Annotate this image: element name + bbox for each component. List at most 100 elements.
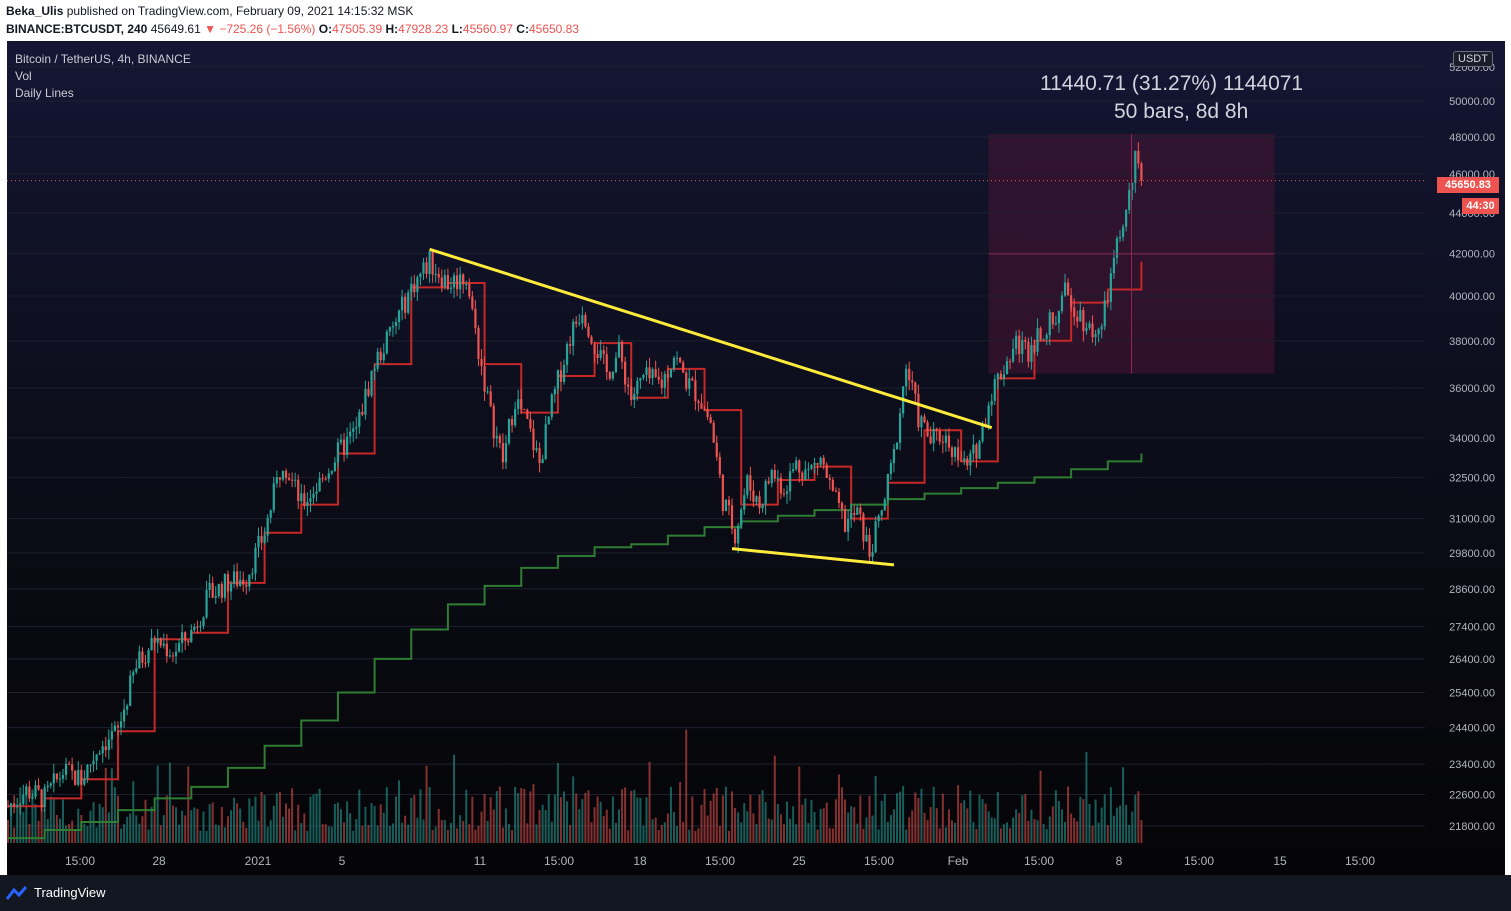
volume-bar (220, 807, 223, 843)
candle-body (578, 323, 581, 325)
volume-bar (16, 805, 19, 843)
candle-body (1018, 335, 1021, 355)
volume-bar (13, 827, 16, 843)
time-tick-label: 15:00 (864, 854, 894, 868)
candle-body (996, 373, 999, 380)
candle-body (480, 358, 483, 367)
volume-bar (1064, 821, 1067, 843)
legend-vol[interactable]: Vol (15, 69, 32, 83)
candle-body (920, 416, 923, 428)
candle-body (495, 436, 498, 439)
volume-bar (697, 828, 700, 843)
candle-body (672, 357, 676, 370)
volume-bar (786, 801, 789, 843)
volume-bar (202, 811, 205, 843)
candle-body (61, 775, 65, 779)
candle-body (773, 470, 776, 479)
volume-bar (672, 812, 675, 843)
candle-body (266, 517, 269, 536)
volume-bar (40, 800, 43, 843)
candle-body (367, 389, 370, 396)
candle-body (651, 369, 654, 379)
legend-daily-lines[interactable]: Daily Lines (15, 86, 74, 100)
volume-bar (61, 799, 64, 843)
volume-bar (633, 789, 636, 843)
volume-bar (511, 830, 514, 843)
volume-bar (300, 823, 303, 843)
currency-badge[interactable]: USDT (1453, 51, 1493, 67)
volume-bar (822, 808, 825, 843)
candle-body (520, 399, 523, 410)
candle-body (935, 428, 938, 431)
price-chart[interactable]: 52000.0050000.0048000.0046000.0044000.00… (7, 41, 1505, 875)
chart-area[interactable]: 52000.0050000.0048000.0046000.0044000.00… (7, 41, 1505, 875)
support-trendline[interactable] (731, 547, 895, 567)
volume-bar (113, 787, 116, 843)
volume-bar (150, 806, 153, 843)
candle-body (666, 374, 669, 378)
volume-bar (187, 766, 190, 843)
volume-bar (407, 824, 410, 843)
volume-bar (761, 790, 764, 843)
candle-body (284, 470, 288, 478)
candle-body (853, 513, 856, 515)
candle-body (532, 428, 535, 451)
volume-bar (957, 785, 960, 843)
candle-body (116, 725, 120, 728)
volume-bar (547, 794, 550, 843)
candle-body (205, 590, 208, 618)
candle-body (455, 275, 459, 290)
volume-bar (636, 797, 639, 843)
price-tick-label: 25400.00 (1449, 688, 1495, 700)
candle-body (957, 447, 960, 461)
volume-bar (608, 828, 611, 843)
volume-bar (1097, 822, 1100, 843)
close-value: 45650.83 (528, 22, 580, 36)
price-tick-label: 40000.00 (1449, 291, 1495, 303)
candle-body (1045, 335, 1048, 339)
volume-bar (856, 823, 859, 843)
candle-body (908, 368, 911, 381)
candle-body (510, 419, 514, 426)
volume-bar (1125, 804, 1128, 843)
volume-bar (599, 801, 602, 843)
tradingview-logo-icon[interactable] (6, 884, 28, 902)
footer-brand[interactable]: TradingView (34, 885, 106, 900)
volume-bar (129, 813, 132, 843)
volume-bar (807, 823, 810, 843)
volume-bar (978, 794, 981, 843)
candle-body (1005, 361, 1009, 375)
volume-bar (178, 824, 181, 843)
candle-body (355, 426, 358, 429)
volume-bar (269, 820, 272, 843)
volume-bar (727, 830, 730, 843)
legend-title[interactable]: Bitcoin / TetherUS, 4h, BINANCE (15, 52, 191, 66)
candle-body (999, 373, 1002, 379)
candle-body (465, 284, 468, 286)
candle-body (1060, 295, 1064, 312)
candle-body (523, 409, 526, 411)
candle-body (40, 789, 43, 808)
volume-bar (984, 803, 987, 843)
price-tick-label: 28600.00 (1449, 584, 1495, 596)
volume-bar (721, 795, 724, 843)
candle-body (1066, 282, 1070, 296)
author-name[interactable]: Beka_Ulis (6, 4, 64, 18)
volume-bar (899, 791, 902, 843)
volume-bar (871, 815, 874, 843)
volume-bar (95, 827, 98, 843)
candle-body (620, 341, 624, 362)
candle-body (758, 496, 761, 509)
volume-bar (239, 808, 242, 843)
volume-bar (425, 765, 428, 843)
volume-bar (874, 775, 877, 843)
descending-trendline[interactable] (429, 247, 993, 430)
volume-bar (477, 825, 480, 843)
candle-body (856, 507, 859, 515)
candle-body (718, 456, 721, 475)
volume-bar (1115, 807, 1118, 843)
volume-bar (996, 791, 999, 843)
candle-body (55, 773, 58, 780)
candle-body (1011, 348, 1015, 362)
candle-body (1024, 340, 1027, 342)
